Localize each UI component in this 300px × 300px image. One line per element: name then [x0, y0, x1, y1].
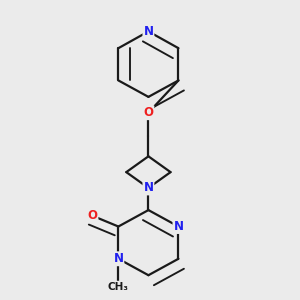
Text: N: N — [143, 182, 153, 194]
Text: O: O — [88, 209, 98, 222]
Text: O: O — [143, 106, 153, 119]
Text: N: N — [173, 220, 184, 233]
Text: N: N — [143, 25, 153, 38]
Text: N: N — [113, 252, 123, 265]
Text: CH₃: CH₃ — [108, 282, 129, 292]
